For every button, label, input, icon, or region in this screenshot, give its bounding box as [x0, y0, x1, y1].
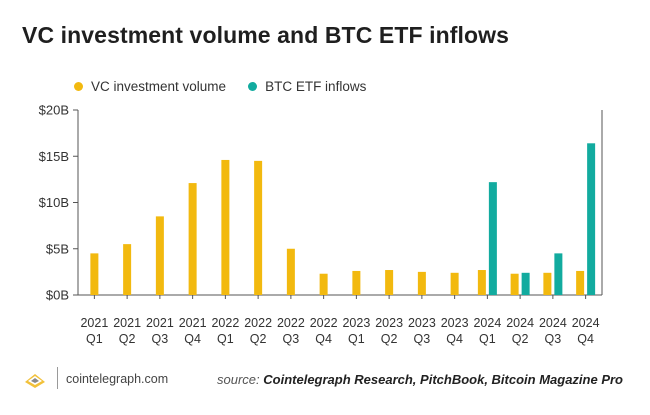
x-tick-label-quarter: Q1 — [86, 332, 103, 346]
legend-label-etf: BTC ETF inflows — [265, 79, 367, 94]
chart-title: VC investment volume and BTC ETF inflows — [22, 22, 510, 48]
chart-legend: VC investment volume BTC ETF inflows — [74, 79, 388, 94]
y-tick-label: $15B — [39, 149, 69, 164]
x-tick-label-quarter: Q2 — [512, 332, 529, 346]
bar-vc-investment — [254, 160, 263, 295]
legend-item-etf: BTC ETF inflows — [248, 79, 366, 94]
x-tick-label-quarter: Q3 — [152, 332, 169, 346]
bar-vc-investment — [385, 270, 394, 295]
x-tick-label-year: 2021 — [179, 316, 207, 330]
x-tick-label-year: 2024 — [539, 316, 567, 330]
legend-swatch-etf — [248, 82, 258, 91]
source-text: Cointelegraph Research, PitchBook, Bitco… — [263, 372, 623, 387]
x-tick-label-quarter: Q3 — [414, 332, 431, 346]
x-tick-label-year: 2021 — [113, 316, 141, 330]
y-tick-label: $0B — [46, 288, 69, 303]
x-tick-label-quarter: Q4 — [446, 332, 463, 346]
x-tick-label-year: 2024 — [506, 316, 534, 330]
bar-vc-investment — [155, 216, 164, 295]
bar-vc-investment — [543, 272, 552, 295]
x-tick-label-year: 2021 — [146, 316, 174, 330]
x-tick-label-quarter: Q3 — [545, 332, 562, 346]
bar-vc-investment — [450, 272, 459, 295]
cointelegraph-logo — [22, 370, 48, 390]
bar-btc-etf — [488, 182, 497, 295]
x-tick-label-year: 2022 — [310, 316, 338, 330]
y-tick-label: $5B — [46, 241, 69, 256]
bar-vc-investment — [286, 248, 295, 295]
x-tick-label-year: 2022 — [244, 316, 272, 330]
x-tick-label-year: 2022 — [211, 316, 239, 330]
x-tick-label-quarter: Q4 — [184, 332, 201, 346]
x-tick-label-year: 2022 — [277, 316, 305, 330]
bar-vc-investment — [319, 273, 328, 295]
bar-vc-investment — [221, 159, 230, 295]
bar-vc-investment — [576, 270, 585, 295]
x-tick-label-quarter: Q2 — [119, 332, 136, 346]
cointelegraph-logo-icon — [25, 374, 45, 388]
bar-vc-investment — [90, 253, 99, 295]
bar-vc-investment — [352, 270, 361, 295]
bar-vc-investment — [477, 270, 486, 295]
x-tick-label-quarter: Q4 — [315, 332, 332, 346]
footer-source: source: Cointelegraph Research, PitchBoo… — [217, 372, 623, 387]
x-tick-label-year: 2024 — [473, 316, 501, 330]
bar-vc-investment — [123, 244, 132, 295]
bar-btc-etf — [587, 143, 596, 295]
footer-domain: cointelegraph.com — [66, 372, 169, 386]
legend-swatch-vc — [74, 82, 83, 91]
bar-vc-investment — [188, 183, 197, 295]
bar-vc-investment — [417, 271, 426, 295]
x-tick-label-year: 2023 — [441, 316, 469, 330]
y-tick-label: $10B — [39, 195, 69, 210]
footer-divider — [57, 367, 58, 389]
x-tick-label-year: 2023 — [408, 316, 436, 330]
bar-vc-investment — [510, 273, 519, 295]
legend-label-vc: VC investment volume — [91, 79, 227, 94]
x-tick-label-year: 2024 — [572, 316, 600, 330]
x-tick-label-quarter: Q1 — [217, 332, 234, 346]
bar-btc-etf — [521, 272, 530, 295]
source-label: source: — [217, 372, 260, 387]
x-tick-label-quarter: Q3 — [283, 332, 300, 346]
x-tick-label-quarter: Q1 — [479, 332, 496, 346]
x-tick-label-quarter: Q2 — [250, 332, 267, 346]
y-tick-label: $20B — [39, 103, 69, 118]
x-tick-label-quarter: Q4 — [577, 332, 594, 346]
x-tick-label-quarter: Q2 — [381, 332, 398, 346]
x-tick-label-quarter: Q1 — [348, 332, 365, 346]
x-tick-label-year: 2023 — [375, 316, 403, 330]
x-tick-label-year: 2023 — [342, 316, 370, 330]
x-tick-label-year: 2021 — [80, 316, 108, 330]
legend-item-vc: VC investment volume — [74, 79, 226, 94]
bar-btc-etf — [554, 253, 563, 295]
